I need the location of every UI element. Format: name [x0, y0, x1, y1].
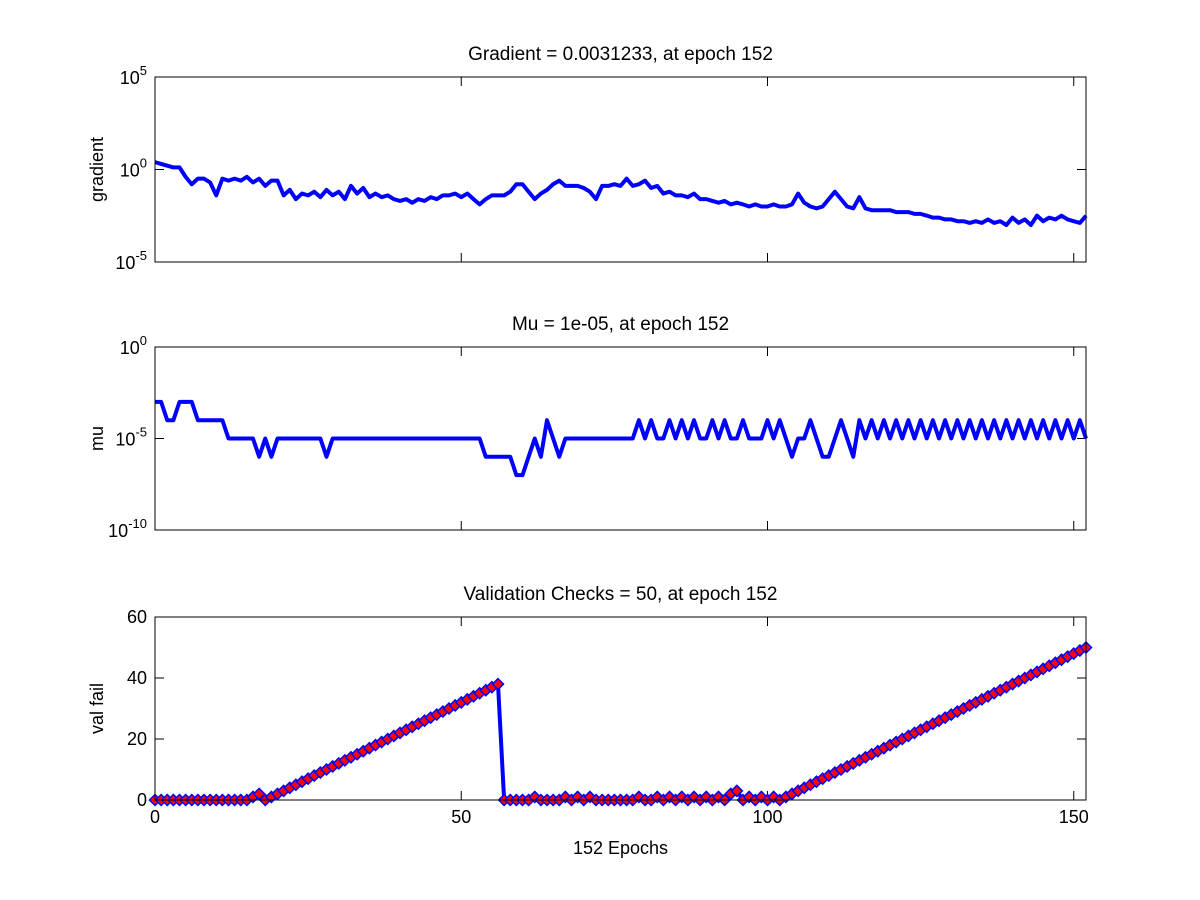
subplot-title: Mu = 1e-05, at epoch 152 — [512, 314, 729, 335]
y-tick-label: 10-5 — [115, 425, 147, 450]
plot-frame — [154, 346, 1087, 531]
data-marker — [730, 784, 744, 798]
y-tick-label: 100 — [120, 156, 147, 181]
y-tick-label: 10-5 — [115, 248, 147, 273]
plot-area — [155, 77, 1086, 262]
y-axis-label: mu — [87, 426, 107, 451]
y-tick-label: 105 — [120, 63, 147, 88]
x-tick-label: 50 — [451, 807, 471, 827]
y-tick-label: 40 — [127, 668, 147, 688]
x-axis-label: 152 Epochs — [573, 838, 668, 858]
y-tick-label: 10-10 — [108, 516, 147, 541]
data-line — [154, 160, 1088, 227]
data-marker — [491, 677, 505, 691]
data-line — [155, 399, 1088, 478]
y-axis-label: val fail — [87, 683, 107, 734]
y-tick-label: 60 — [127, 607, 147, 627]
plot-frame — [154, 616, 1087, 801]
y-axis-label: gradient — [87, 137, 107, 202]
plot-frame — [154, 76, 1087, 263]
subplot-title: Gradient = 0.0031233, at epoch 152 — [468, 44, 773, 65]
x-tick-label: 100 — [752, 807, 782, 827]
x-tick-label: 150 — [1059, 807, 1089, 827]
data-marker — [252, 787, 266, 801]
subplot: Gradient = 0.0031233, at epoch 152 gradie… — [87, 44, 1088, 273]
plot-area — [155, 617, 1086, 800]
subplot: Mu = 1e-05, at epoch 152 mu 10-10 10-5 100 — [87, 314, 1088, 541]
subplot-title: Validation Checks = 50, at epoch 152 — [464, 584, 778, 605]
y-tick-label: 20 — [127, 729, 147, 749]
subplot: Validation Checks = 50, at epoch 152 val … — [87, 584, 1093, 858]
y-tick-label: 100 — [120, 333, 147, 358]
y-tick-label: 0 — [137, 790, 147, 810]
x-tick-label: 0 — [150, 807, 160, 827]
